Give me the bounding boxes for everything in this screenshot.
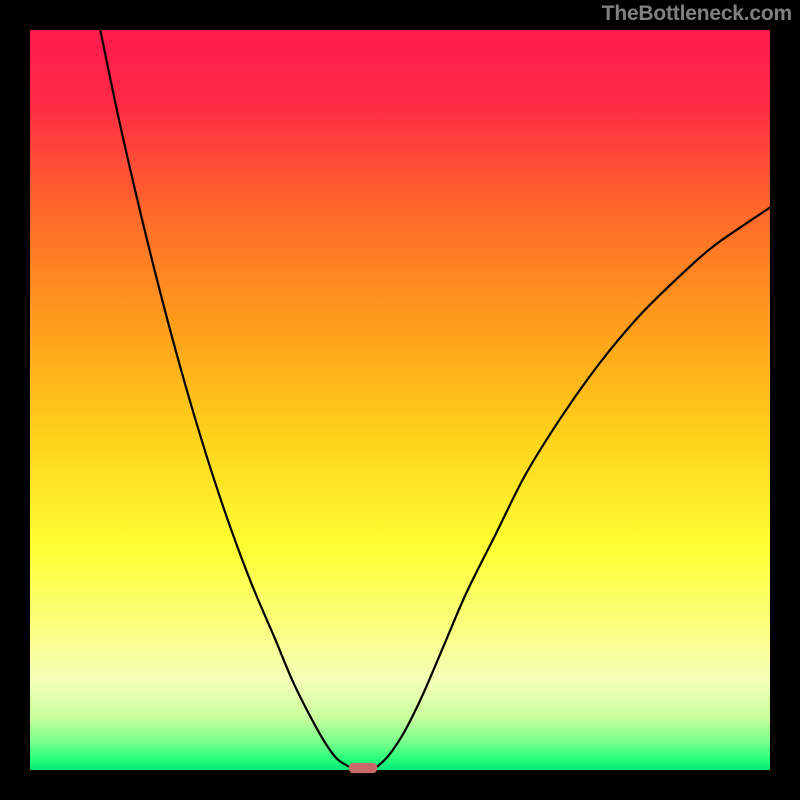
- optimum-marker: [349, 763, 377, 773]
- plot-background: [30, 30, 770, 770]
- chart-container: TheBottleneck.com: [0, 0, 800, 800]
- plot-svg: [0, 0, 800, 800]
- plot-group: [30, 30, 770, 773]
- watermark-text: TheBottleneck.com: [602, 2, 792, 26]
